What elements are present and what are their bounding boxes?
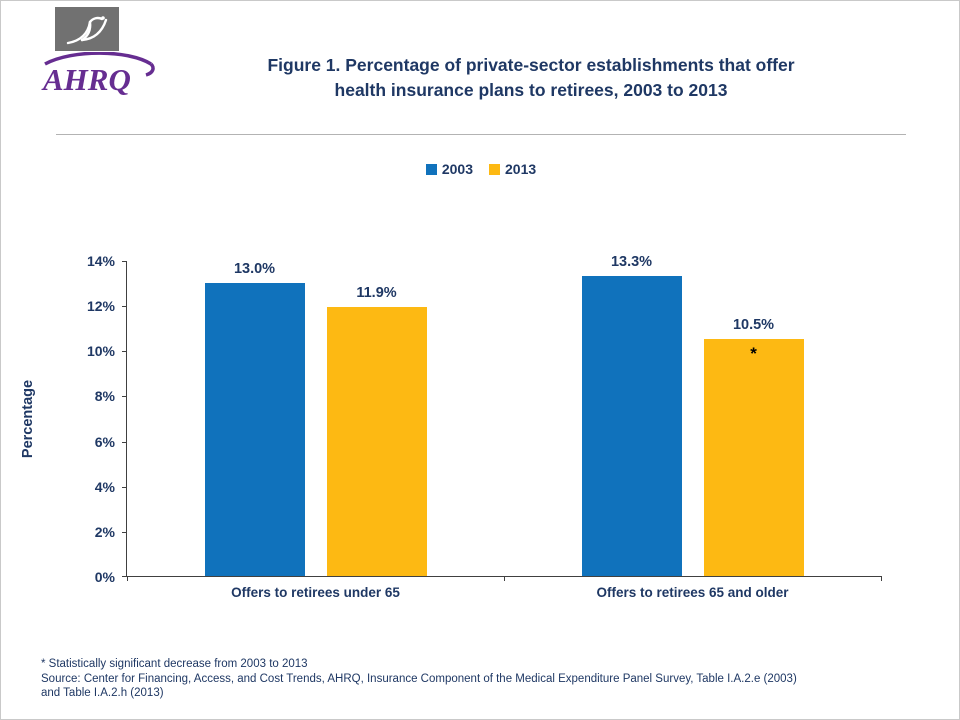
y-axis-ticks: 0% 2% 4% 6% 8% 10% 12% 14% (65, 253, 127, 585)
legend-item-2003: 2003 (425, 161, 473, 177)
footnote-source-line1: Source: Center for Financing, Access, an… (41, 672, 797, 685)
bar-2003-group1: 13.0% (204, 261, 305, 576)
ahrq-wordmark: AHRQ (41, 51, 161, 105)
ahrq-logo: AHRQ (41, 7, 161, 105)
x-axis-labels: Offers to retirees under 65 Offers to ret… (127, 585, 881, 600)
legend: 2003 2013 (1, 161, 959, 177)
bar-value-label: 11.9% (356, 285, 397, 302)
plot-area: 13.0% 11.9% 13.3% 10.5% * (127, 254, 881, 576)
x-axis-ticks (127, 576, 882, 582)
x-tick-mark (127, 576, 128, 581)
x-tick-mark (881, 576, 882, 581)
bar-value-label: 10.5% (732, 317, 775, 333)
footnotes: * Statistically significant decrease fro… (41, 657, 921, 701)
bar-group-1: 13.0% 11.9% (204, 261, 427, 576)
legend-swatch-2013 (489, 163, 500, 175)
y-tick-label: 14% (86, 253, 115, 269)
y-tick-label: 12% (86, 298, 115, 315)
bar-group-2: 13.3% 10.5% * (581, 254, 804, 576)
legend-label-2003: 2003 (441, 161, 473, 177)
legend-label-2013: 2013 (505, 161, 537, 177)
hhs-eagle-icon (66, 16, 108, 45)
bar-value-label: 13.0% (233, 260, 276, 277)
y-tick-label: 10% (86, 343, 115, 360)
ahrq-wordmark-text: AHRQ (41, 62, 131, 97)
y-tick-mark (122, 396, 127, 398)
y-tick-label: 6% (94, 433, 115, 450)
x-tick-mark (504, 576, 505, 581)
legend-swatch-2003 (425, 163, 437, 175)
significance-asterisk: * (750, 344, 757, 363)
header-divider (56, 134, 906, 135)
y-tick-mark (122, 486, 127, 488)
y-tick-mark (122, 351, 127, 353)
y-tick-mark (122, 306, 127, 308)
y-tick-label: 0% (94, 569, 115, 585)
page-title-line2: health insurance plans to retirees, 2003… (334, 80, 728, 100)
footnote-significance: * Statistically significant decrease fro… (41, 658, 308, 670)
category-label-1: Offers to retirees under 65 (231, 585, 400, 600)
y-tick-mark (122, 261, 127, 262)
y-tick-mark (122, 441, 127, 443)
page-title: Figure 1. Percentage of private-sector e… (151, 53, 911, 103)
y-tick-mark (122, 531, 127, 533)
bar-2013-group2: 10.5% * (703, 317, 804, 576)
legend-item-2013: 2013 (489, 161, 536, 177)
y-tick-label: 4% (94, 478, 115, 495)
bar-2013-group1: 11.9% (326, 285, 427, 576)
chart: Percentage 0% 2% 4% 6% 8% 10% 12% 14% 13.0% 11.9… (20, 253, 882, 600)
category-label-2: Offers to retirees 65 and older (596, 585, 789, 600)
y-tick-label: 2% (94, 523, 115, 540)
footnote-source-line2: and Table I.A.2.h (2013) (41, 687, 164, 699)
y-tick-mark (122, 576, 127, 577)
page-title-line1: Figure 1. Percentage of private-sector e… (267, 55, 795, 75)
bar-value-label: 13.3% (610, 253, 653, 270)
bar-2003-group2: 13.3% (581, 254, 682, 576)
y-tick-label: 8% (94, 388, 115, 405)
y-axis-title: Percentage (20, 379, 36, 458)
y-axis-title-wrap: Percentage (17, 261, 39, 576)
hhs-logo-box (55, 7, 119, 51)
